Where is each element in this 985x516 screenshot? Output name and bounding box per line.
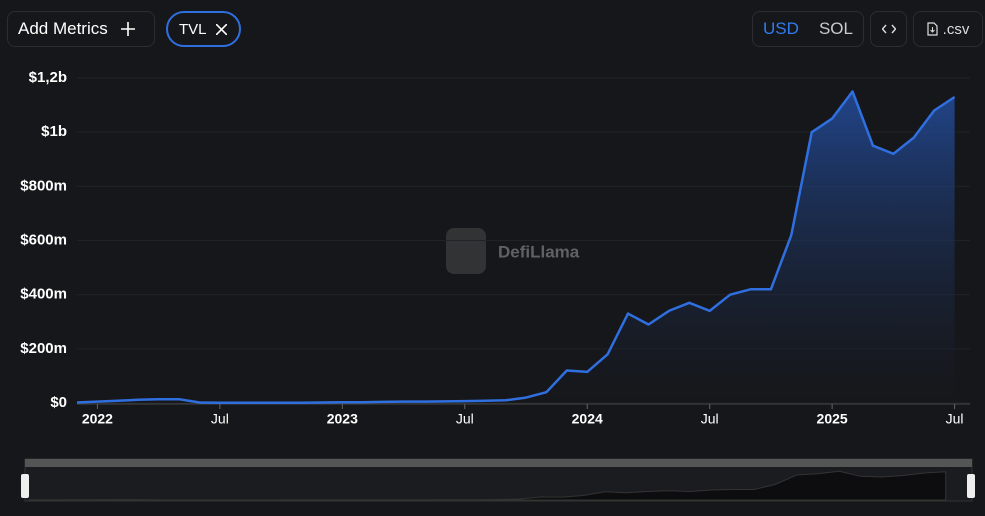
area [77, 91, 955, 403]
add-metrics-label: Add Metrics [18, 19, 108, 38]
y-tick-label: $0 [50, 394, 67, 411]
file-icon [927, 22, 938, 36]
csv-label: .csv [942, 20, 970, 38]
embed-button[interactable] [870, 11, 907, 47]
x-tick-label: 2022 [82, 411, 113, 427]
plus-icon [120, 22, 135, 36]
y-tick-label: $1,2b [29, 69, 67, 86]
navigator-area [28, 470, 947, 501]
navigator-handle-left[interactable] [21, 474, 29, 498]
metric-label: TVL [179, 20, 207, 38]
x-tick-label: Jul [701, 411, 719, 427]
y-tick-label: $800m [20, 177, 67, 194]
y-tick-label: $200m [20, 340, 67, 357]
x-tick-label: Jul [946, 411, 964, 427]
metric-chip[interactable]: TVL [166, 11, 241, 47]
x-tick-label: 2024 [572, 411, 603, 427]
currency-toggle: USD SOL [752, 11, 864, 47]
watermark: DefiLlama [446, 228, 580, 274]
navigator-handle-right[interactable] [967, 474, 975, 498]
code-icon [881, 24, 896, 34]
currency-usd[interactable]: USD [763, 19, 799, 38]
x-tick-label: 2023 [327, 411, 358, 427]
y-tick-label: $600m [20, 231, 67, 248]
navigator-bar[interactable] [25, 459, 972, 467]
watermark-text: DefiLlama [498, 242, 580, 261]
x-tick-label: Jul [211, 411, 229, 427]
add-metrics-button[interactable]: Add Metrics [7, 11, 155, 47]
chart: DefiLlama $0 $200m $400m $600m $800m $1b $1,2b… [20, 69, 975, 502]
csv-button[interactable]: .csv [913, 11, 983, 47]
close-icon [215, 23, 227, 35]
y-tick-label: $1b [41, 123, 67, 140]
x-tick-label: Jul [456, 411, 474, 427]
y-tick-label: $400m [20, 286, 67, 303]
x-tick-label: 2025 [817, 411, 848, 427]
watermark-logo [446, 228, 486, 274]
line [76, 90, 956, 404]
currency-sol[interactable]: SOL [818, 19, 853, 38]
